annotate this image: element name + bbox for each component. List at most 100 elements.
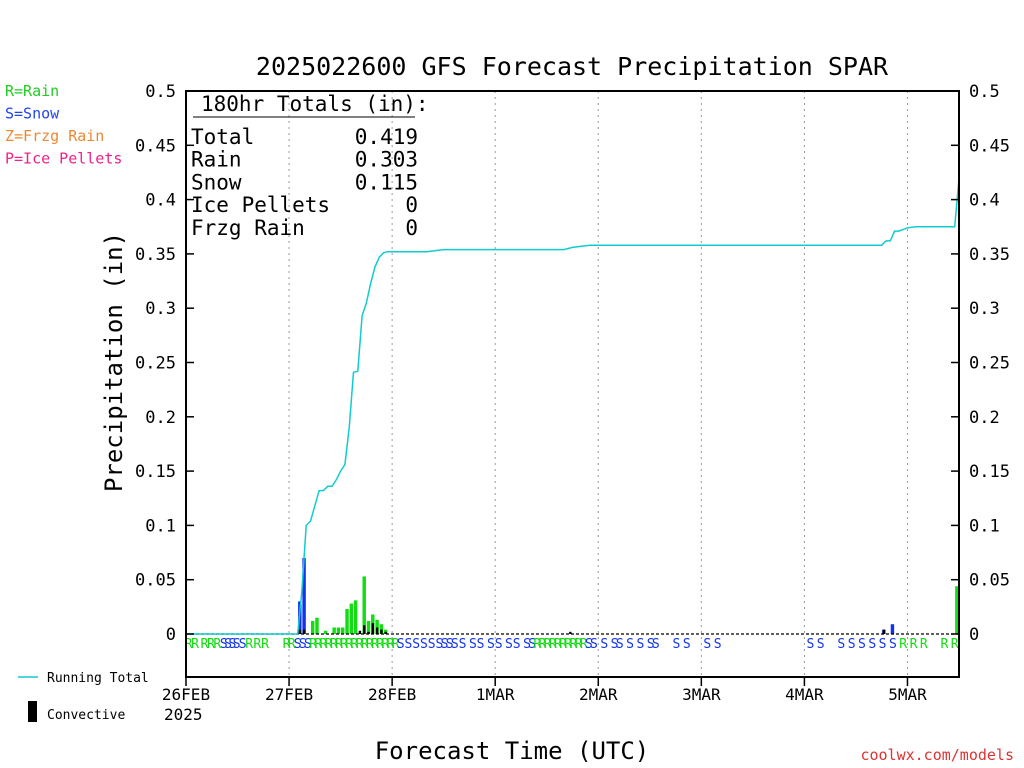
plot-frame: [185, 90, 960, 678]
type-letter-2: R: [201, 637, 209, 652]
type-letter-76: S: [806, 637, 814, 652]
y-tick-label-left-1: 0.05: [135, 571, 176, 591]
type-letter-17: S: [304, 637, 312, 652]
precip-bar-19: [955, 586, 959, 634]
type-letter-62: R: [580, 637, 588, 652]
precip-bar-4: [323, 630, 328, 634]
type-letter-55: R: [544, 637, 552, 652]
type-letter-36: S: [405, 637, 413, 652]
legend-item-2: Z=Frzg Rain: [5, 127, 104, 145]
type-letter-67: S: [616, 637, 624, 652]
x-tick-label-6: 4MAR: [785, 685, 824, 704]
type-letter-77: S: [817, 637, 825, 652]
type-letter-65: S: [600, 637, 608, 652]
y-tick-label-right-3: 0.15: [969, 462, 1010, 482]
type-letter-82: S: [879, 637, 887, 652]
x-year-label: 2025: [164, 705, 203, 724]
totals-value-3: 0: [405, 193, 418, 217]
precip-bar-5: [332, 627, 336, 634]
type-letter-29: R: [366, 637, 374, 652]
precip-bar-14: [375, 619, 379, 634]
y-tick-label-right-0: 0: [969, 625, 979, 645]
type-letter-22: R: [330, 637, 338, 652]
y-tick-label-right-10: 0.5: [969, 82, 1000, 102]
x-tick-label-2: 28FEB: [368, 685, 416, 704]
type-letter-15: S: [294, 637, 302, 652]
type-letter-7: S: [228, 637, 236, 652]
totals-box: 180hr Totals (in): Total 0.419 Rain 0.303 Sn…: [191, 92, 429, 240]
type-letter-0: R: [185, 637, 193, 652]
type-letter-20: R: [320, 637, 328, 652]
type-letter-53: R: [533, 637, 541, 652]
y-axis-left: 0 0.05 0.1 0.15 0.2 0.25 0.3 0.35 0.4 0.45 0.5: [135, 82, 194, 645]
x-tick-label-5: 3MAR: [682, 685, 721, 704]
precip-bars: [298, 557, 959, 634]
y-tick-label-left-9: 0.45: [135, 136, 176, 156]
type-letter-73: S: [683, 637, 691, 652]
legend-item-1: S=Snow: [5, 105, 60, 123]
type-letter-28: R: [361, 637, 369, 652]
type-letter-42: S: [446, 637, 454, 652]
type-letter-44: S: [459, 637, 467, 652]
precip-bar-12: [366, 620, 371, 634]
y-tick-label-right-6: 0.3: [969, 299, 1000, 319]
type-letter-11: R: [253, 637, 261, 652]
type-letter-41: S: [441, 637, 449, 652]
type-letter-43: S: [451, 637, 459, 652]
type-letter-85: R: [910, 637, 918, 652]
running-total-legend-label: Running Total: [47, 671, 149, 686]
type-letter-5: S: [220, 637, 228, 652]
type-letter-58: R: [559, 637, 567, 652]
type-letter-74: S: [703, 637, 711, 652]
type-letter-68: S: [626, 637, 634, 652]
precip-type-legend: R=Rain S=Snow Z=Frzg Rain P=Ice Pellets: [5, 82, 122, 168]
totals-value-0: 0.419: [355, 125, 418, 149]
y-tick-label-right-2: 0.1: [969, 516, 1000, 536]
type-letter-37: S: [412, 637, 420, 652]
day-gridlines: [288, 91, 908, 677]
convective-bar-5: [371, 623, 375, 634]
type-letter-21: R: [325, 637, 333, 652]
totals-label-4: Frzg Rain: [191, 216, 305, 240]
type-letter-10: R: [245, 637, 253, 652]
precip-bar-7: [341, 627, 345, 634]
type-letter-34: R: [392, 637, 400, 652]
type-letter-39: S: [428, 637, 436, 652]
type-letter-60: R: [569, 637, 577, 652]
type-letter-30: R: [371, 637, 379, 652]
convective-bar-10: [882, 629, 886, 634]
type-letter-24: R: [340, 637, 348, 652]
totals-value-1: 0.303: [355, 148, 418, 172]
type-letter-6: S: [224, 637, 232, 652]
convective-swatch: [28, 701, 37, 722]
chart-title: 2025022600 GFS Forecast Precipitation SP…: [256, 52, 889, 81]
y-tick-label-left-7: 0.35: [135, 245, 176, 265]
y-tick-label-right-5: 0.25: [969, 354, 1010, 374]
y-tick-label-left-5: 0.25: [135, 354, 176, 374]
type-letter-31: R: [376, 637, 384, 652]
type-letter-13: R: [283, 637, 291, 652]
type-letter-26: R: [350, 637, 358, 652]
y-tick-label-left-0: 0: [166, 625, 176, 645]
type-letter-27: R: [356, 637, 364, 652]
type-letter-3: R: [207, 637, 215, 652]
y-axis-right: 0 0.05 0.1 0.15 0.2 0.25 0.3 0.35 0.4 0.45 0.5: [951, 82, 1010, 645]
convective-legend-label: Convective: [47, 708, 125, 723]
type-letter-14: R: [288, 637, 296, 652]
type-letter-84: R: [899, 637, 907, 652]
convective-bar-8: [384, 631, 387, 634]
legend-item-0: R=Rain: [5, 82, 59, 100]
convective-bar-1: [302, 629, 306, 634]
totals-label-3: Ice Pellets: [191, 193, 330, 217]
precip-bar-18: [890, 624, 895, 634]
convective-bars: [298, 623, 886, 634]
type-letter-1: R: [191, 637, 199, 652]
precip-bar-15: [379, 624, 384, 634]
type-letter-32: R: [381, 637, 389, 652]
type-letter-86: R: [920, 637, 928, 652]
type-letter-70: S: [647, 637, 655, 652]
x-tick-label-7: 5MAR: [888, 685, 927, 704]
totals-label-1: Rain: [191, 148, 242, 172]
type-letter-52: S: [528, 637, 536, 652]
precip-bar-2: [310, 620, 315, 634]
